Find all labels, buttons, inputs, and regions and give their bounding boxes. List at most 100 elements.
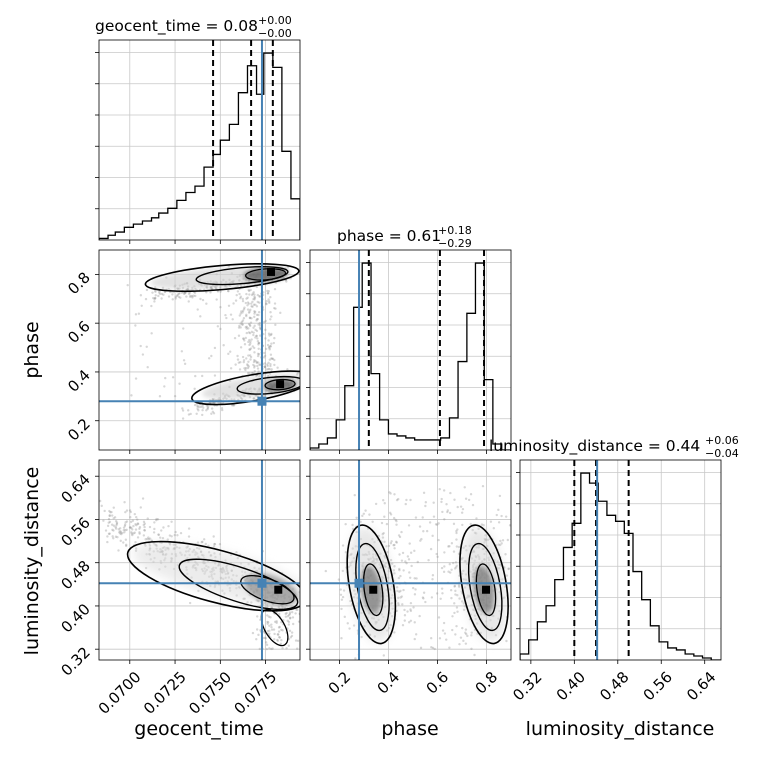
sample-point <box>257 313 260 317</box>
sample-point <box>160 292 164 296</box>
sample-point <box>190 295 194 298</box>
sample-point <box>153 297 156 301</box>
sample-point <box>246 366 250 370</box>
sample-point <box>399 596 402 599</box>
sample-point <box>234 363 237 366</box>
sample-point <box>138 527 141 531</box>
sample-point <box>200 374 204 378</box>
sample-point <box>245 313 248 317</box>
sample-point <box>270 647 273 651</box>
sample-point <box>245 292 248 296</box>
sample-point <box>244 366 248 370</box>
x-axis-label-geocent-time: geocent_time <box>134 718 263 740</box>
sample-point <box>352 624 356 627</box>
sample-point <box>266 629 269 633</box>
sample-point <box>361 514 364 518</box>
sample-point <box>243 343 247 346</box>
density-contour <box>195 265 289 286</box>
density-contour <box>264 378 296 391</box>
title-geocent-time-main: geocent_time = 0.08 <box>95 17 258 36</box>
sample-point <box>150 304 153 308</box>
sample-point <box>108 514 111 518</box>
density-contour <box>126 540 300 612</box>
sample-point <box>188 601 192 605</box>
sample-point <box>407 621 411 624</box>
sample-point <box>250 305 253 308</box>
sample-point <box>239 361 242 364</box>
sample-point <box>238 324 241 327</box>
sample-point <box>342 589 346 592</box>
sample-point <box>248 316 252 319</box>
sample-point <box>254 374 258 377</box>
sample-point <box>452 561 455 565</box>
sample-point <box>156 518 160 521</box>
sample-point <box>119 530 123 534</box>
sample-point <box>237 361 241 364</box>
sample-point <box>163 385 166 388</box>
sample-point <box>389 542 393 545</box>
sample-point <box>143 529 147 532</box>
sample-point <box>233 398 236 401</box>
sample-point <box>249 324 252 328</box>
sample-point <box>192 294 195 297</box>
sample-point <box>419 646 423 650</box>
sample-point <box>475 517 478 520</box>
sample-point <box>264 337 267 340</box>
sample-point <box>297 620 300 623</box>
sample-point <box>382 654 386 657</box>
sample-point <box>412 606 415 609</box>
sample-point <box>109 511 112 514</box>
sample-point <box>438 487 441 491</box>
sample-point <box>267 300 271 303</box>
sample-point <box>443 518 446 521</box>
sample-point <box>404 560 407 563</box>
sample-point <box>144 537 147 541</box>
sample-point <box>211 410 215 413</box>
sample-point <box>268 358 272 361</box>
sample-point <box>174 295 178 299</box>
sample-point <box>349 599 352 603</box>
sample-point <box>341 569 345 573</box>
sample-point <box>241 319 245 322</box>
sample-point <box>173 533 176 537</box>
sample-point <box>118 532 122 535</box>
sample-point <box>285 611 288 615</box>
sample-point <box>232 404 236 407</box>
sample-point <box>237 326 241 329</box>
sample-point <box>458 642 461 646</box>
sample-point <box>268 632 271 635</box>
sample-point <box>448 545 451 548</box>
sample-point <box>202 538 206 541</box>
sample-point <box>227 304 231 307</box>
sample-point <box>162 293 165 296</box>
sample-point <box>130 526 133 530</box>
sample-point <box>241 323 244 326</box>
sample-point <box>441 592 444 595</box>
sample-point <box>167 295 171 298</box>
sample-point <box>124 510 127 514</box>
sample-point <box>142 534 146 537</box>
sample-point <box>273 336 276 340</box>
sample-point <box>119 539 122 543</box>
sample-point <box>256 340 260 343</box>
sample-point <box>116 535 119 539</box>
sample-point <box>344 551 348 554</box>
sample-point <box>435 592 439 595</box>
sample-point <box>153 297 157 300</box>
sample-point <box>244 301 248 305</box>
sample-point <box>283 606 287 610</box>
sample-point <box>398 590 401 594</box>
sample-point <box>247 365 251 368</box>
x-tick-label: 0.0700 <box>95 668 145 718</box>
x-axis-label-luminosity-distance: luminosity_distance <box>526 718 715 740</box>
sample-point <box>437 522 440 525</box>
sample-point <box>267 339 270 342</box>
sample-point <box>122 528 126 532</box>
sample-point <box>131 519 135 522</box>
sample-point <box>419 539 422 542</box>
sample-point <box>454 566 458 569</box>
sample-point <box>111 535 114 538</box>
sample-point <box>205 291 208 294</box>
density-contour <box>260 608 289 647</box>
sample-point <box>390 562 394 565</box>
